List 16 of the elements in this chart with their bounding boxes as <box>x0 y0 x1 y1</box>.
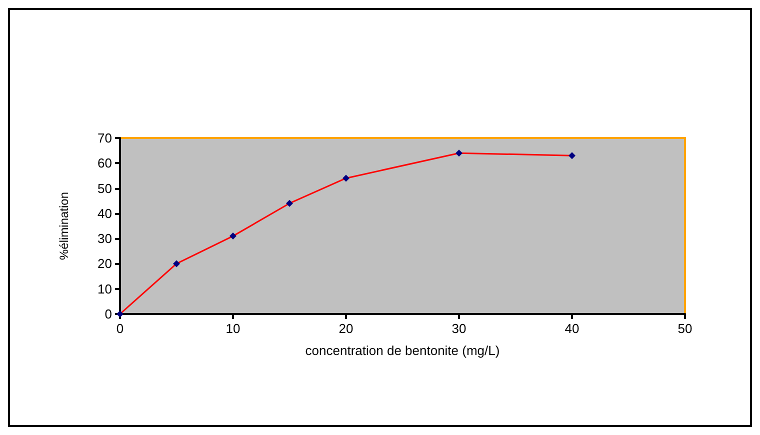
x-tick-label: 30 <box>452 321 466 336</box>
x-tick-label: 0 <box>116 321 124 336</box>
x-tick-label: 10 <box>226 321 240 336</box>
y-tick-label: 10 <box>98 281 112 296</box>
x-tick-label: 20 <box>338 321 354 336</box>
y-tick-label: 60 <box>98 156 112 171</box>
y-tick-label: 50 <box>98 180 112 196</box>
x-tick-label: 40 <box>564 321 580 336</box>
y-tick-label: 30 <box>98 231 112 246</box>
y-tick-label: 0 <box>104 306 112 322</box>
x-tick-label: 50 <box>678 321 692 336</box>
y-axis-title: %élimination <box>57 192 71 260</box>
x-axis-title: concentration de bentonite (mg/L) <box>305 343 500 358</box>
y-tick-label: 20 <box>98 256 112 272</box>
y-tick-label: 70 <box>98 130 112 146</box>
y-tick-label: 40 <box>98 206 112 221</box>
